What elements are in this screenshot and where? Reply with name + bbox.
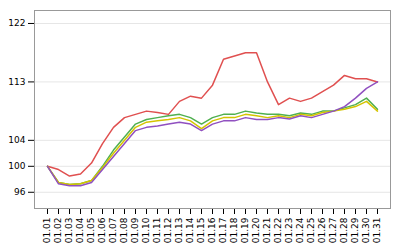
svg-text:01.15: 01.15 (196, 218, 206, 244)
svg-text:01.07: 01.07 (108, 218, 118, 244)
svg-text:01.03: 01.03 (64, 218, 74, 244)
svg-text:01.24: 01.24 (295, 217, 305, 243)
svg-text:122: 122 (8, 18, 25, 28)
svg-text:01.25: 01.25 (306, 218, 316, 244)
svg-text:01.02: 01.02 (53, 218, 63, 244)
svg-text:01.11: 01.11 (152, 218, 162, 244)
svg-text:01.08: 01.08 (119, 217, 129, 243)
svg-text:01.21: 01.21 (262, 218, 272, 244)
svg-text:01.23: 01.23 (284, 218, 294, 244)
svg-text:01.16: 01.16 (207, 217, 217, 243)
svg-text:96: 96 (14, 187, 26, 197)
svg-text:01.09: 01.09 (130, 217, 140, 243)
svg-text:01.04: 01.04 (75, 217, 85, 243)
svg-text:01.13: 01.13 (174, 218, 184, 244)
svg-text:01.05: 01.05 (86, 218, 96, 244)
svg-text:104: 104 (8, 135, 25, 145)
svg-text:01.12: 01.12 (163, 218, 173, 244)
svg-text:01.10: 01.10 (141, 217, 151, 243)
svg-text:01.20: 01.20 (251, 217, 261, 243)
svg-text:01.17: 01.17 (218, 218, 228, 244)
svg-text:01.06: 01.06 (97, 217, 107, 243)
svg-text:01.31: 01.31 (372, 218, 382, 244)
svg-text:01.19: 01.19 (240, 217, 250, 243)
svg-text:01.27: 01.27 (328, 218, 338, 244)
svg-text:01.18: 01.18 (229, 217, 239, 243)
svg-text:01.26: 01.26 (317, 217, 327, 243)
svg-text:01.28: 01.28 (339, 217, 349, 243)
svg-text:01.01: 01.01 (42, 218, 52, 244)
svg-text:01.29: 01.29 (350, 217, 360, 243)
svg-text:01.22: 01.22 (273, 218, 283, 244)
svg-text:100: 100 (8, 161, 25, 171)
svg-text:113: 113 (8, 77, 25, 87)
svg-text:01.30: 01.30 (361, 217, 371, 243)
svg-text:01.14: 01.14 (185, 217, 195, 243)
